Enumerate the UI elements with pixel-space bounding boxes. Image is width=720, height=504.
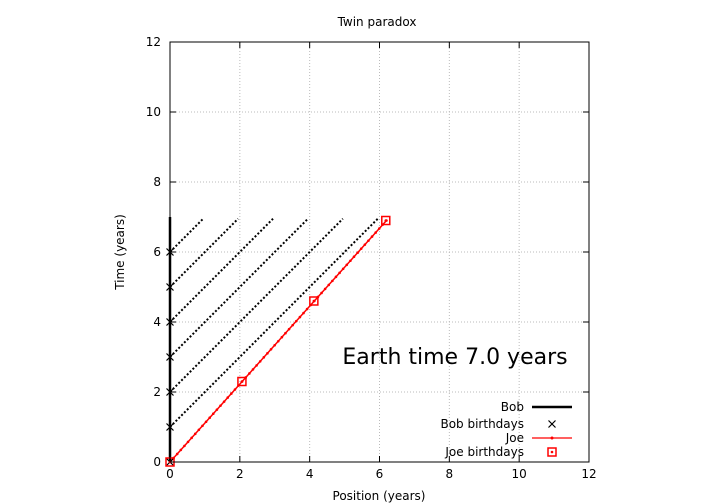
- joe-worldline-point: [341, 267, 345, 271]
- y-axis-title: Time (years): [113, 214, 127, 291]
- joe-worldline-point: [258, 360, 262, 363]
- plot-series: [165, 215, 391, 467]
- y-tick-label: 6: [153, 245, 161, 259]
- joe-worldline-point: [215, 408, 219, 411]
- joe-worldline-point: [179, 448, 183, 452]
- joe-worldline-point: [255, 364, 258, 367]
- joe-worldline-point: [269, 348, 273, 351]
- joe-worldline-point: [230, 392, 233, 395]
- joe-birthday-square: [309, 296, 319, 306]
- joe-birthday-dot: [240, 380, 244, 383]
- light-signal-line: [169, 218, 379, 428]
- joe-worldline-point: [352, 255, 356, 259]
- joe-worldline-point: [273, 343, 276, 347]
- legend-label: Bob birthdays: [440, 417, 524, 431]
- grid: [170, 42, 589, 462]
- joe-worldline-point: [327, 283, 331, 287]
- y-tick-label: 12: [146, 35, 161, 49]
- joe-worldline-point: [356, 251, 359, 254]
- joe-worldline-point: [345, 263, 349, 267]
- joe-worldline-point: [284, 331, 287, 335]
- joe-worldline-point: [233, 388, 237, 391]
- joe-worldline-point: [323, 287, 327, 291]
- joe-worldline-point: [370, 235, 374, 238]
- joe-worldline-point: [374, 231, 377, 234]
- joe-worldline-point: [363, 243, 367, 246]
- light-signals: [169, 218, 379, 428]
- joe-worldline-point: [211, 412, 215, 416]
- x-tick-label: 12: [581, 467, 596, 481]
- joe-birthday-marker: [237, 376, 247, 387]
- joe-worldline-point: [359, 247, 363, 250]
- legend-joe-birthday-swatch: [547, 447, 557, 457]
- joe-worldline-point: [208, 416, 211, 420]
- joe-birthday-dot: [384, 219, 388, 222]
- joe-worldline-point: [320, 291, 323, 295]
- joe-worldline-point: [226, 396, 230, 399]
- joe-worldline-point: [291, 323, 294, 327]
- x-tick-label: 4: [306, 467, 314, 481]
- joe-worldline-point: [331, 279, 334, 283]
- joe-worldline-point: [262, 356, 266, 359]
- joe-worldline-point: [266, 352, 269, 355]
- y-tick-label: 10: [146, 105, 161, 119]
- joe-worldline-point: [367, 239, 370, 242]
- earth-time-annotation: Earth time 7.0 years: [342, 345, 567, 370]
- joe-worldline-point: [276, 339, 280, 343]
- light-signal-line: [169, 218, 239, 288]
- legend-joe-swatch-dot: [550, 436, 554, 440]
- joe-birthday-square: [237, 376, 247, 387]
- joe-worldline-point: [287, 327, 291, 331]
- joe-worldline-point: [201, 424, 204, 428]
- joe-worldline-point: [219, 404, 222, 407]
- x-tick-label: 6: [376, 467, 384, 481]
- light-signal-line: [169, 218, 309, 358]
- y-tick-label: 0: [153, 455, 161, 469]
- x-tick-label: 8: [446, 467, 454, 481]
- legend-label: Bob: [501, 400, 524, 414]
- joe-worldline-point: [349, 259, 352, 263]
- light-signal-line: [169, 218, 204, 253]
- joe-worldline-point: [222, 400, 226, 403]
- legend-bob-birthday-swatch: [548, 420, 556, 428]
- joe-worldline-point: [204, 420, 208, 424]
- x-tick-label: 0: [166, 467, 174, 481]
- joe-worldline-point: [334, 275, 338, 279]
- y-tick-label: 8: [153, 175, 161, 189]
- x-tick-label: 10: [512, 467, 527, 481]
- joe-worldline-point: [186, 440, 190, 444]
- joe-worldline-point: [251, 368, 255, 371]
- light-signal-line: [169, 218, 344, 393]
- joe-birthday-square: [381, 215, 391, 226]
- joe-worldline-point: [248, 372, 251, 375]
- joe-birthday-dot: [312, 299, 316, 303]
- joe-birthday-marker: [381, 215, 391, 226]
- legend-joe-birthday-swatch-dot: [550, 450, 554, 454]
- joe-worldline-point: [302, 311, 305, 315]
- joe-worldline-point: [197, 428, 201, 432]
- axis-ticks: 0 2 4 6 8 10 12 0 2 4 6 8 10 12: [146, 35, 597, 481]
- joe-worldline-point: [338, 271, 341, 275]
- joe-worldline-point: [280, 335, 284, 339]
- joe-worldline-point: [183, 444, 186, 448]
- joe-birthday-marker: [309, 296, 319, 306]
- y-tick-label: 4: [153, 315, 161, 329]
- x-tick-label: 2: [236, 467, 244, 481]
- joe-worldline-point: [193, 432, 197, 436]
- joe-worldline-point: [305, 307, 309, 311]
- light-signal-line: [169, 218, 274, 323]
- joe-worldline-point: [294, 319, 298, 323]
- joe-worldline-point: [298, 315, 302, 319]
- legend-label: Joe birthdays: [444, 445, 524, 459]
- y-tick-label: 2: [153, 385, 161, 399]
- chart-title: Twin paradox: [337, 15, 417, 29]
- joe-worldline-point: [190, 436, 193, 440]
- joe-worldline-point: [175, 452, 179, 456]
- x-axis-title: Position (years): [333, 489, 426, 503]
- legend-label: Joe: [505, 431, 524, 445]
- joe-worldline-point: [377, 227, 381, 230]
